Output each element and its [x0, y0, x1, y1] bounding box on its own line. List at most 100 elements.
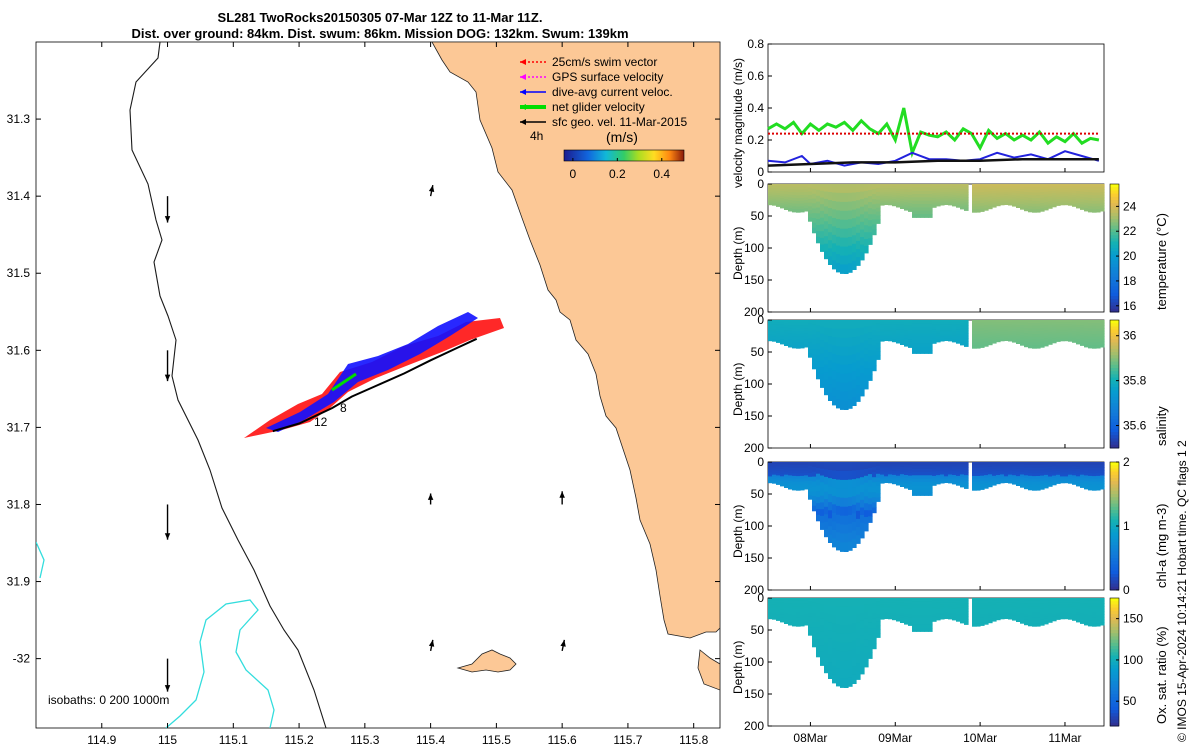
section-cell [816, 213, 821, 220]
section-cell [876, 481, 881, 487]
section-cell [1056, 462, 1061, 465]
section-cell [908, 189, 913, 193]
section-cell [916, 323, 921, 328]
section-cell [840, 246, 845, 256]
section-cell [824, 206, 829, 215]
section-cell [824, 499, 829, 508]
section-cell [928, 614, 933, 619]
section-cell [956, 326, 961, 330]
section-cell [776, 197, 781, 201]
section-cell [904, 475, 909, 479]
section-cell [928, 350, 933, 354]
section-cell [876, 489, 881, 494]
section-cell [932, 336, 937, 340]
section-cell [848, 523, 853, 534]
section-cell [928, 210, 933, 215]
section-cell [916, 475, 921, 480]
section-cell [924, 478, 929, 483]
section-cell [844, 264, 849, 274]
section-cell [1052, 616, 1057, 619]
colorbar-tick-label: 0.4 [653, 167, 670, 181]
section-cell [788, 462, 793, 466]
section-cell [1036, 200, 1041, 205]
section-cell [1080, 189, 1085, 193]
section-cell [796, 487, 801, 491]
section-cell [996, 322, 1001, 325]
section-cell [844, 506, 849, 517]
section-cell [1072, 477, 1077, 481]
section-cell [772, 608, 777, 612]
section-cell [808, 609, 813, 614]
section-cell [1060, 188, 1065, 191]
section-cell [808, 349, 813, 354]
section-cell [912, 628, 917, 632]
section-cell [952, 190, 957, 194]
section-cell [1020, 479, 1025, 483]
section-colorbar-cell [1110, 694, 1119, 698]
legend-label: dive-avg current veloc. [552, 85, 673, 99]
section-cell [800, 192, 805, 196]
section-cell [1012, 324, 1017, 328]
section-cell [816, 349, 821, 356]
section-cell [888, 464, 893, 467]
section-cell [908, 344, 913, 348]
section-cell [1052, 600, 1057, 604]
section-cell [880, 202, 885, 206]
section-cell [792, 203, 797, 207]
section-cell [920, 184, 925, 188]
section-cell [924, 598, 929, 602]
section-cell [792, 470, 797, 474]
section-cell [1000, 462, 1005, 465]
section-cell [1008, 610, 1013, 614]
section-cell [1040, 619, 1045, 623]
section-cell [888, 480, 893, 484]
section-cell [996, 479, 1001, 483]
section-cell [864, 510, 869, 518]
section-cell [948, 338, 953, 342]
section-cell [984, 475, 989, 479]
section-cell [1040, 189, 1045, 193]
section-cell [816, 650, 821, 658]
section-cell [780, 329, 785, 333]
section-cell [860, 380, 865, 389]
section-cell [828, 502, 833, 511]
section-cell [1096, 464, 1101, 469]
section-cell [916, 604, 921, 609]
section-cell [1040, 481, 1045, 485]
section-cell [908, 603, 913, 607]
section-cell [856, 510, 861, 520]
section-cell [876, 184, 881, 189]
section-cell [1052, 464, 1057, 468]
section-cell [864, 347, 869, 355]
current-arrow-head [164, 533, 171, 540]
section-cell [868, 356, 873, 363]
section-cell [1028, 336, 1033, 340]
velocity-panel: 00.20.40.60.8 velocity magnitude (m/s) [731, 37, 1105, 188]
section-cell [928, 488, 933, 493]
section-cell [832, 209, 837, 219]
section-cell [972, 603, 977, 607]
section-cell [1084, 328, 1089, 332]
section-colorbar-cell [1110, 200, 1119, 204]
section-colorbar-cell [1110, 380, 1119, 385]
section-cell [952, 472, 957, 476]
section-cell [1048, 615, 1053, 618]
section-cell [844, 542, 849, 552]
section-cell [1000, 478, 1005, 482]
section-cell [916, 200, 921, 205]
section-cell [768, 322, 773, 325]
section-cell [988, 320, 993, 324]
section-cell [952, 194, 957, 198]
section-cell [788, 614, 793, 618]
section-cell [984, 197, 989, 201]
section-cell [828, 470, 833, 479]
section-cell [944, 336, 949, 339]
section-cell [908, 325, 913, 329]
section-cell [772, 196, 777, 200]
section-cell [828, 630, 833, 639]
section-cell [844, 192, 849, 203]
section-cell [964, 207, 969, 211]
section-colorbar-cell [1110, 352, 1119, 356]
section-cell [860, 598, 865, 607]
section-cell [1080, 322, 1085, 326]
